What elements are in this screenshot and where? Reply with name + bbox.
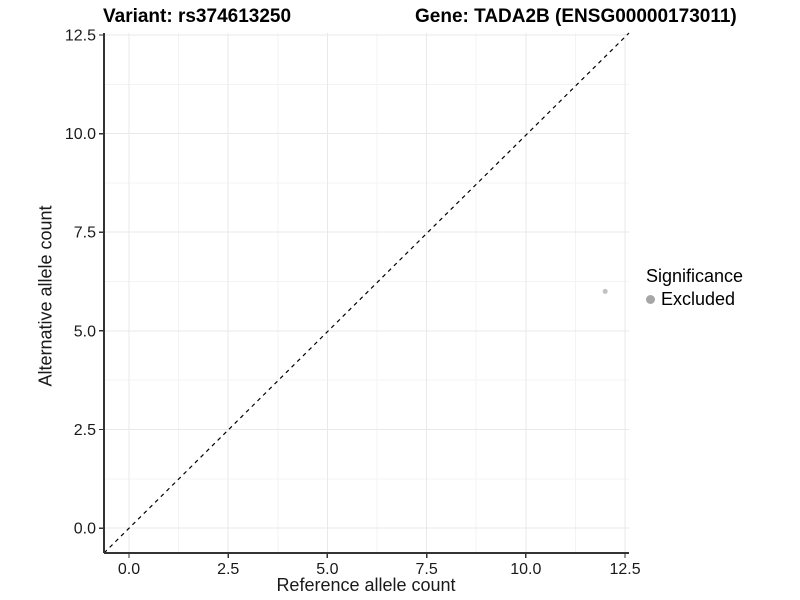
legend-item-label: Excluded bbox=[661, 289, 736, 309]
legend-title: Significance bbox=[646, 266, 744, 286]
legend-key-dot-icon bbox=[646, 295, 655, 304]
y-tick-label: 7.5 bbox=[74, 225, 96, 242]
identity-reference-line bbox=[103, 32, 630, 554]
x-tick-label: 0.0 bbox=[118, 561, 140, 578]
x-tick-label: 12.5 bbox=[609, 561, 640, 578]
x-tick-label: 7.5 bbox=[415, 561, 437, 578]
gene-title: Gene: TADA2B (ENSG00000173011) bbox=[415, 6, 737, 27]
x-tick-label: 10.0 bbox=[510, 561, 541, 578]
y-tick-label: 2.5 bbox=[74, 422, 96, 439]
variant-title: Variant: rs374613250 bbox=[103, 6, 292, 27]
y-tick-label: 0.0 bbox=[74, 521, 96, 538]
x-axis-title: Reference allele count bbox=[276, 575, 456, 595]
y-axis-title: Alternative allele count bbox=[35, 205, 56, 387]
y-tick-label: 5.0 bbox=[74, 323, 96, 340]
legend-item-excluded: Excluded bbox=[646, 289, 743, 310]
x-tick-label: 5.0 bbox=[316, 561, 338, 578]
y-tick-label: 12.5 bbox=[65, 27, 96, 44]
y-tick-label: 10.0 bbox=[65, 126, 96, 143]
data-point bbox=[602, 288, 608, 294]
legend: Significance Excluded bbox=[646, 266, 743, 310]
x-tick-label: 2.5 bbox=[217, 561, 239, 578]
